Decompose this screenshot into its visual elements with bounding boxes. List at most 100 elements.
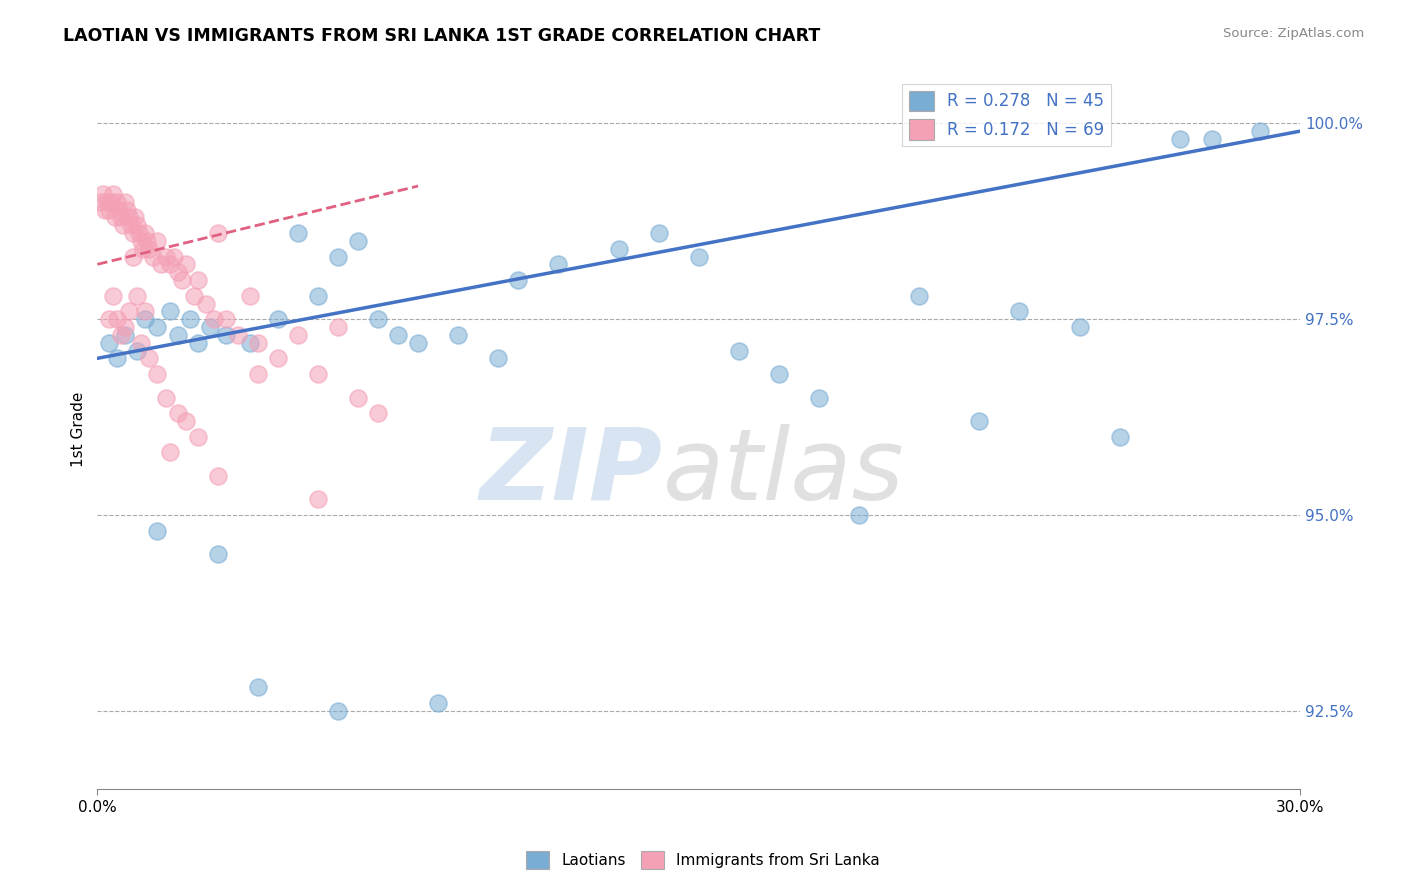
- Point: [118, 304, 141, 318]
- Point: [239, 288, 262, 302]
- Point: [226, 327, 249, 342]
- Point: [367, 406, 389, 420]
- Point: [114, 194, 136, 209]
- Point: [155, 391, 177, 405]
- Point: [174, 257, 197, 271]
- Point: [1069, 320, 1091, 334]
- Point: [246, 367, 269, 381]
- Point: [207, 468, 229, 483]
- Legend: R = 0.278   N = 45, R = 0.172   N = 69: R = 0.278 N = 45, R = 0.172 N = 69: [903, 84, 1111, 146]
- Point: [807, 391, 830, 405]
- Y-axis label: 1st Grade: 1st Grade: [72, 392, 86, 467]
- Point: [98, 312, 121, 326]
- Point: [128, 226, 150, 240]
- Point: [207, 547, 229, 561]
- Point: [1249, 124, 1271, 138]
- Point: [170, 273, 193, 287]
- Point: [138, 351, 160, 366]
- Point: [120, 218, 142, 232]
- Point: [1108, 430, 1130, 444]
- Point: [118, 211, 141, 225]
- Point: [166, 406, 188, 420]
- Point: [131, 335, 153, 350]
- Point: [127, 218, 149, 232]
- Point: [969, 414, 991, 428]
- Point: [127, 288, 149, 302]
- Point: [688, 250, 710, 264]
- Point: [239, 335, 262, 350]
- Point: [326, 704, 349, 718]
- Text: ZIP: ZIP: [479, 424, 662, 521]
- Point: [98, 335, 121, 350]
- Point: [848, 508, 870, 522]
- Point: [122, 250, 145, 264]
- Point: [150, 257, 173, 271]
- Point: [287, 226, 309, 240]
- Point: [207, 226, 229, 240]
- Point: [183, 288, 205, 302]
- Point: [159, 257, 181, 271]
- Point: [146, 320, 169, 334]
- Point: [132, 242, 155, 256]
- Point: [246, 335, 269, 350]
- Point: [105, 194, 128, 209]
- Point: [307, 492, 329, 507]
- Point: [146, 234, 169, 248]
- Point: [93, 186, 115, 201]
- Point: [367, 312, 389, 326]
- Point: [447, 327, 470, 342]
- Point: [287, 327, 309, 342]
- Point: [908, 288, 931, 302]
- Point: [486, 351, 509, 366]
- Point: [214, 327, 236, 342]
- Point: [155, 250, 177, 264]
- Point: [103, 186, 125, 201]
- Point: [138, 242, 160, 256]
- Point: [117, 202, 139, 217]
- Point: [508, 273, 530, 287]
- Point: [122, 226, 145, 240]
- Point: [146, 367, 169, 381]
- Point: [105, 312, 128, 326]
- Point: [194, 296, 217, 310]
- Point: [134, 312, 156, 326]
- Point: [347, 391, 370, 405]
- Point: [103, 288, 125, 302]
- Point: [347, 234, 370, 248]
- Point: [202, 312, 225, 326]
- Text: atlas: atlas: [662, 424, 904, 521]
- Point: [179, 312, 201, 326]
- Point: [198, 320, 221, 334]
- Point: [647, 226, 669, 240]
- Point: [547, 257, 569, 271]
- Point: [267, 312, 290, 326]
- Point: [187, 273, 209, 287]
- Point: [166, 265, 188, 279]
- Point: [159, 445, 181, 459]
- Point: [246, 681, 269, 695]
- Point: [174, 414, 197, 428]
- Point: [112, 218, 135, 232]
- Point: [307, 367, 329, 381]
- Point: [162, 250, 184, 264]
- Point: [427, 696, 450, 710]
- Point: [134, 226, 156, 240]
- Point: [1168, 132, 1191, 146]
- Point: [214, 312, 236, 326]
- Point: [134, 304, 156, 318]
- Point: [326, 320, 349, 334]
- Point: [387, 327, 409, 342]
- Text: LAOTIAN VS IMMIGRANTS FROM SRI LANKA 1ST GRADE CORRELATION CHART: LAOTIAN VS IMMIGRANTS FROM SRI LANKA 1ST…: [63, 27, 821, 45]
- Point: [108, 202, 131, 217]
- Point: [114, 327, 136, 342]
- Point: [94, 202, 117, 217]
- Point: [104, 211, 127, 225]
- Point: [146, 524, 169, 538]
- Legend: Laotians, Immigrants from Sri Lanka: Laotians, Immigrants from Sri Lanka: [520, 845, 886, 875]
- Point: [607, 242, 630, 256]
- Point: [142, 250, 165, 264]
- Point: [406, 335, 429, 350]
- Point: [187, 430, 209, 444]
- Point: [1008, 304, 1031, 318]
- Point: [110, 211, 132, 225]
